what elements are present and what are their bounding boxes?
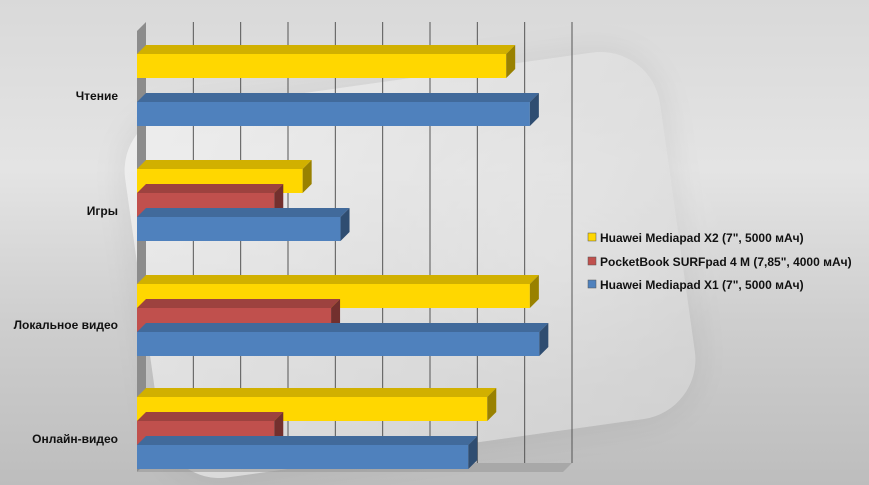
bar-front-face [137, 217, 341, 241]
legend-entry: Huawei Mediapad X2 (7", 5000 мАч) [600, 231, 804, 245]
bar-end-face [529, 275, 539, 308]
bar [137, 208, 350, 241]
legend-entry: Huawei Mediapad X1 (7", 5000 мАч) [600, 278, 804, 292]
bar-end-face [340, 208, 350, 241]
bar [137, 436, 478, 469]
labels-layer: Чтение Игры Локальное видео Онлайн-видео [14, 89, 119, 446]
bar-end-face [302, 160, 312, 193]
category-label: Игры [87, 204, 118, 218]
bar-end-face [506, 45, 516, 78]
bar-end-face [487, 388, 497, 421]
bar-top-face [137, 160, 312, 169]
bar-end-face [529, 93, 539, 126]
bars-layer [137, 45, 549, 469]
bar-front-face [137, 54, 507, 78]
chart-side-wall [137, 22, 146, 472]
category-label: Чтение [76, 89, 119, 103]
bar-end-face [468, 436, 478, 469]
legend-entry: PocketBook SURFpad 4 M (7,85", 4000 мАч) [600, 255, 852, 269]
legend-swatch [587, 256, 597, 266]
bar-top-face [137, 323, 549, 332]
bar-top-face [137, 299, 341, 308]
bar-top-face [137, 45, 516, 54]
bar [137, 323, 549, 356]
bar-top-face [137, 208, 350, 217]
bar-top-face [137, 388, 497, 397]
legend-swatch [587, 232, 597, 242]
bar-top-face [137, 436, 478, 445]
bar-top-face [137, 412, 284, 421]
bar-front-face [137, 445, 469, 469]
legend: Huawei Mediapad X2 (7", 5000 мАч) PocketB… [587, 231, 852, 292]
bar [137, 93, 539, 126]
category-label: Онлайн-видео [32, 432, 118, 446]
bar-top-face [137, 184, 284, 193]
bar-front-face [137, 332, 540, 356]
category-label: Локальное видео [14, 318, 118, 332]
bar [137, 45, 516, 78]
bar-top-face [137, 275, 539, 284]
legend-swatch [587, 279, 597, 289]
bar-top-face [137, 93, 539, 102]
bar-end-face [539, 323, 549, 356]
bar-front-face [137, 102, 530, 126]
